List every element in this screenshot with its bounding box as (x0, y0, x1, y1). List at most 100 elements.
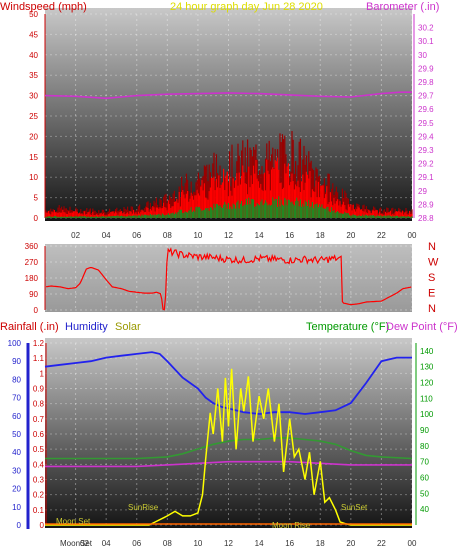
temperature-label: Temperature (°F) (306, 321, 389, 333)
humidity-tick-label: 80 (12, 375, 21, 384)
barometer-tick-label: 29.3 (418, 146, 434, 155)
barometer-tick-label: 29.9 (418, 64, 434, 73)
humidity-tick-label: 30 (12, 466, 21, 475)
chart-marks: 0510152025303540455028.828.92929.129.229… (8, 10, 439, 548)
windspeed-label: Windspeed (mph) (0, 1, 87, 13)
x-tick-label: 20 (346, 539, 355, 548)
rainfall-tick-label: 0.9 (33, 385, 45, 394)
x-tick-label: 10 (193, 231, 202, 240)
temperature-tick-label: 120 (420, 379, 434, 388)
rainfall-tick-label: 1 (40, 369, 45, 378)
direction-tick-label: 360 (25, 242, 39, 251)
temperature-line (45, 437, 413, 460)
direction-letter: N (428, 303, 436, 315)
x-tick-label: 04 (102, 231, 111, 240)
wind-direction-line (45, 247, 412, 311)
rainfall-tick-label: 1.1 (33, 354, 45, 363)
humidity-tick-label: 60 (12, 412, 21, 421)
direction-letter: W (428, 257, 439, 269)
direction-tick-label: 180 (25, 274, 39, 283)
x-tick-label: 12 (224, 231, 233, 240)
wind-tick-label: 15 (29, 153, 38, 162)
temperature-tick-label: 50 (420, 489, 429, 498)
moon-rise-annotation: Moon Rise (272, 521, 311, 530)
humidity-tick-label: 70 (12, 394, 21, 403)
wind-tick-label: 0 (34, 214, 39, 223)
x-tick-label: 00 (408, 539, 417, 548)
x-tick-label: 06 (132, 231, 141, 240)
x-tick-label: 14 (255, 231, 264, 240)
rainfall-tick-label: 0.5 (33, 445, 45, 454)
humidity-tick-label: 100 (8, 339, 22, 348)
humidity-tick-label: 0 (17, 521, 22, 530)
temperature-tick-label: 40 (420, 505, 429, 514)
x-tick-label: 20 (346, 231, 355, 240)
rainfall-tick-label: 0.2 (33, 491, 45, 500)
dewpoint-line (45, 460, 412, 468)
wind-tick-label: 40 (29, 51, 38, 60)
x-tick-label: 16 (285, 539, 294, 548)
barometer-tick-label: 30.1 (418, 37, 434, 46)
dewpoint-label: Dew Point (°F) (386, 321, 458, 333)
wind-tick-label: 25 (29, 112, 38, 121)
barometer-label: Barometer (.in) (366, 1, 439, 13)
temperature-tick-label: 80 (420, 442, 429, 451)
humidity-tick-label: 50 (12, 430, 21, 439)
moon-set-annotation: Moon Set (56, 517, 91, 526)
x-tick-label: 12 (224, 539, 233, 548)
x-tick-label: 10 (193, 539, 202, 548)
barometer-tick-label: 29.2 (418, 160, 434, 169)
direction-letter: N (428, 241, 436, 253)
x-tick-label: 04 (102, 539, 111, 548)
temperature-tick-label: 130 (420, 363, 434, 372)
x-tick-label: 08 (163, 231, 172, 240)
humidity-tick-label: 20 (12, 485, 21, 494)
direction-panel-bg (45, 244, 412, 312)
x-tick-label: 22 (377, 231, 386, 240)
moon-set-axis-label: MoonSet (60, 539, 93, 548)
temperature-tick-label: 100 (420, 410, 434, 419)
wind-tick-label: 50 (29, 10, 38, 19)
sun-rise-annotation: SunRise (128, 503, 159, 512)
barometer-tick-label: 29.4 (418, 132, 434, 141)
humidity-tick-label: 90 (12, 357, 21, 366)
barometer-tick-label: 29.6 (418, 105, 434, 114)
x-tick-label: 16 (285, 231, 294, 240)
humidity-line (44, 351, 412, 415)
barometer-tick-label: 29.1 (418, 173, 434, 182)
humidity-label: Humidity (65, 321, 108, 333)
barometer-tick-label: 30 (418, 51, 427, 60)
temperature-tick-label: 70 (420, 458, 429, 467)
direction-tick-label: 270 (25, 258, 39, 267)
temperature-tick-label: 140 (420, 347, 434, 356)
temperature-tick-label: 110 (420, 394, 433, 403)
rainfall-tick-label: 0.6 (33, 430, 45, 439)
rainfall-tick-label: 0.3 (33, 476, 45, 485)
graph-title: 24 hour graph day Jun 28 2020 (170, 1, 323, 13)
rainfall-tick-label: 0.7 (33, 415, 45, 424)
direction-tick-label: 0 (34, 306, 39, 315)
barometer-tick-label: 28.9 (418, 200, 434, 209)
direction-letter: S (428, 272, 435, 284)
x-tick-label: 18 (316, 539, 325, 548)
wind-tick-label: 20 (29, 132, 38, 141)
rainfall-label: Rainfall (.in) (0, 321, 59, 333)
solar-line (45, 368, 412, 526)
x-tick-label: 18 (316, 231, 325, 240)
solar-label: Solar (115, 321, 141, 333)
x-tick-label: 08 (163, 539, 172, 548)
rainfall-tick-label: 0.1 (33, 506, 45, 515)
solar-panel-bg (45, 338, 412, 528)
x-tick-label: 06 (132, 539, 141, 548)
barometer-tick-label: 29 (418, 187, 427, 196)
wind-tick-label: 30 (29, 92, 38, 101)
temperature-tick-label: 60 (420, 474, 429, 483)
direction-letter: E (428, 288, 435, 300)
humidity-tick-label: 10 (12, 503, 21, 512)
wind-tick-label: 10 (29, 173, 38, 182)
wind-tick-label: 35 (29, 71, 38, 80)
barometer-line (44, 91, 412, 100)
rainfall-tick-label: 1.2 (33, 339, 45, 348)
wind-tick-label: 45 (29, 30, 38, 39)
barometer-tick-label: 30.2 (418, 24, 434, 33)
